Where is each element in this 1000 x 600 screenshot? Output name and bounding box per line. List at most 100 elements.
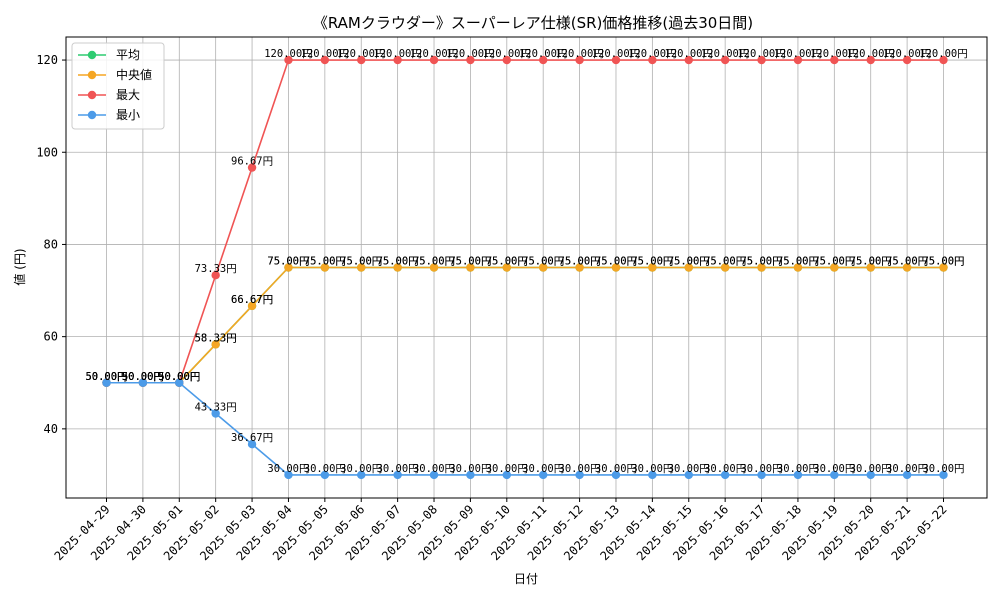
y-tick-label: 120 <box>36 53 58 67</box>
series-1-data-label: 50.00円 <box>85 371 127 383</box>
series-3-point <box>684 470 693 480</box>
series-2-point <box>429 55 439 65</box>
series-1-data-label: 75.00円 <box>668 256 710 268</box>
series-3-data-label: 30.00円 <box>413 463 455 475</box>
series-3-data-label: 30.00円 <box>886 463 928 475</box>
series-1-point <box>575 263 584 272</box>
series-2-point <box>575 55 584 65</box>
series-1-data-label: 75.00円 <box>595 256 637 268</box>
legend-box <box>71 42 165 130</box>
series-1-data-label: 75.00円 <box>486 256 528 268</box>
series-3-data-label: 30.00円 <box>340 463 382 475</box>
series-1-data-label: 75.00円 <box>886 256 928 268</box>
series-3-point <box>939 470 948 480</box>
series-1-point <box>720 263 730 272</box>
series-2-point <box>720 55 730 65</box>
series-3-point <box>138 378 148 387</box>
legend-label: 最小 <box>116 108 140 122</box>
data-label-layer: 50.00円50.00円50.00円58.33円66.67円75.00円75.0… <box>85 48 967 475</box>
y-tick-label: 60 <box>44 330 58 344</box>
series-3-point <box>502 470 512 480</box>
series-2-data-label: 120.00円 <box>883 48 931 60</box>
series-1-point <box>757 263 766 272</box>
series-3-data-label: 30.00円 <box>850 463 892 475</box>
series-3-point <box>429 470 439 480</box>
series-3-point <box>902 470 912 480</box>
series-2-point <box>611 55 621 65</box>
series-2-point <box>793 55 803 65</box>
legend-marker <box>87 90 97 100</box>
y-tick-label: 100 <box>36 145 58 159</box>
series-0-line <box>106 266 944 384</box>
series-1-data-label: 75.00円 <box>559 256 601 268</box>
legend-label: 平均 <box>116 48 140 62</box>
series-3-point <box>320 470 330 480</box>
series-2-data-label: 120.00円 <box>446 48 494 60</box>
series-layer <box>102 55 948 480</box>
series-2-data-label: 120.00円 <box>410 48 458 60</box>
series-3-data-label: 30.00円 <box>559 463 601 475</box>
series-2-point <box>902 55 912 65</box>
series-1-data-label: 66.67円 <box>231 294 273 306</box>
y-tick-label: 40 <box>44 422 58 436</box>
series-3-data-label: 30.00円 <box>704 463 746 475</box>
series-2-data-label: 120.00円 <box>665 48 713 60</box>
series-2-data-label: 120.00円 <box>592 48 640 60</box>
series-1-point <box>830 263 839 272</box>
series-3-data-label: 30.00円 <box>813 463 855 475</box>
series-0-data-label: 75.00円 <box>595 256 637 268</box>
legend-marker <box>87 110 97 120</box>
series-1-data-label: 75.00円 <box>631 256 673 268</box>
series-1-point <box>357 263 366 272</box>
series-1-data-label: 58.33円 <box>195 332 237 344</box>
series-0-data-label: 75.00円 <box>850 256 892 268</box>
chart-title: 《RAMクラウダー》スーパーレア仕様(SR)価格推移(過去30日間) <box>313 14 753 32</box>
series-2-point <box>538 55 548 65</box>
series-1-data-label: 75.00円 <box>304 256 346 268</box>
series-1-data-label: 75.00円 <box>340 256 382 268</box>
series-2-data-label: 120.00円 <box>846 48 894 60</box>
series-2-data-label: 120.00円 <box>373 48 421 60</box>
series-0-data-label: 75.00円 <box>486 256 528 268</box>
series-2-data-label: 120.00円 <box>919 48 967 60</box>
series-0-data-label: 75.00円 <box>377 256 419 268</box>
series-0-data-label: 75.00円 <box>413 256 455 268</box>
legend-label: 最大 <box>116 88 140 102</box>
series-2-data-label: 120.00円 <box>337 48 385 60</box>
series-2-point <box>830 55 839 65</box>
series-1-data-label: 50.00円 <box>158 371 200 383</box>
series-1-point <box>466 263 475 272</box>
series-3-data-label: 30.00円 <box>304 463 346 475</box>
series-3-data-label: 30.00円 <box>668 463 710 475</box>
series-3-data-label: 50.00円 <box>85 371 127 383</box>
x-axis-label: 日付 <box>514 572 538 586</box>
series-2-data-label: 120.00円 <box>737 48 785 60</box>
series-3-data-label: 30.00円 <box>595 463 637 475</box>
series-0-data-label: 75.00円 <box>267 256 309 268</box>
series-2-data-label: 120.00円 <box>774 48 822 60</box>
series-2-data-label: 120.00円 <box>555 48 603 60</box>
series-2-data-label: 120.00円 <box>628 48 676 60</box>
series-3-data-label: 30.00円 <box>486 463 528 475</box>
legend-marker <box>87 50 97 60</box>
series-1-point <box>939 263 948 272</box>
series-2-data-label: 120.00円 <box>810 48 858 60</box>
series-2-data-label: 50.00円 <box>158 371 200 383</box>
series-3-point <box>247 440 257 449</box>
series-3-point <box>284 470 293 480</box>
series-1-data-label: 75.00円 <box>777 256 819 268</box>
series-2-data-label: 120.00円 <box>701 48 749 60</box>
series-2-data-label: 50.00円 <box>85 371 127 383</box>
series-0-data-label: 75.00円 <box>340 256 382 268</box>
series-3-data-label: 36.67円 <box>231 432 273 444</box>
series-2-point <box>684 55 693 65</box>
series-2-point <box>939 55 948 65</box>
series-2-point <box>284 55 293 65</box>
series-2-data-label: 120.00円 <box>519 48 567 60</box>
series-1-point <box>502 263 512 272</box>
series-2-data-label: 120.00円 <box>483 48 531 60</box>
series-3-data-label: 50.00円 <box>122 371 164 383</box>
series-1-point <box>393 263 402 272</box>
series-3-data-label: 30.00円 <box>922 463 964 475</box>
